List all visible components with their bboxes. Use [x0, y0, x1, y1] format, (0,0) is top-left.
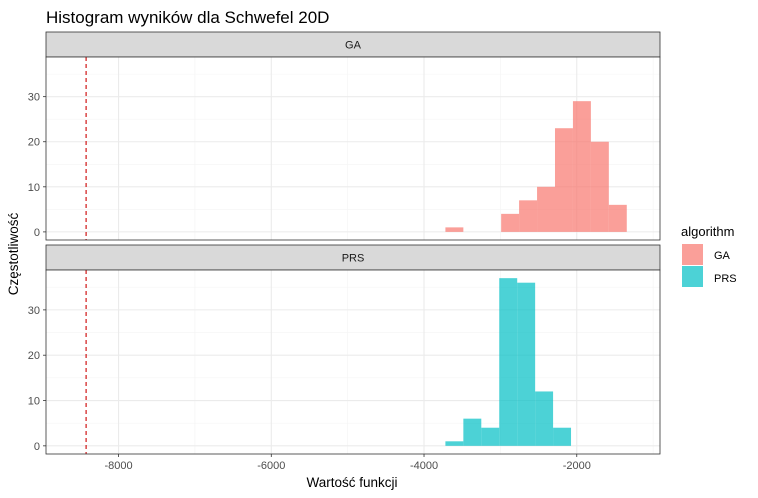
y-tick-label: 30	[28, 92, 40, 104]
histogram-bar-prs	[445, 441, 464, 446]
x-tick-label: -2000	[563, 460, 591, 472]
panel-border-ga	[45, 56, 661, 241]
panel-ga: GA 0 10 20 30	[28, 31, 661, 241]
strip-label-ga: GA	[345, 40, 362, 52]
y-axis-title: Częstotliwość	[6, 212, 21, 295]
x-axis: -8000 -6000 -4000 -2000	[104, 454, 591, 472]
histogram-bar-ga	[572, 101, 591, 232]
y-tick-label: 20	[28, 137, 40, 149]
y-tick-label: 30	[28, 305, 40, 317]
histogram-bar-prs	[481, 427, 500, 446]
histogram-bar-prs	[463, 418, 482, 446]
x-tick-label: -8000	[104, 460, 132, 472]
y-tick-label: 0	[34, 227, 40, 239]
strip-ga	[45, 31, 661, 58]
legend: algorithm GA PRS	[681, 224, 737, 287]
histogram-bar-ga	[554, 128, 573, 232]
facet-panels: GA 0 10 20 30 PRS 0 10 20 30	[28, 31, 661, 455]
histogram-bar-prs	[499, 278, 518, 446]
strip-prs	[45, 244, 661, 271]
histogram-bar-ga	[608, 204, 627, 232]
plot-area-prs	[46, 270, 660, 454]
histogram-bar-prs	[553, 427, 572, 446]
chart-title: Histogram wyników dla Schwefel 20D	[46, 8, 329, 27]
histogram-bar-ga	[445, 227, 464, 232]
y-tick-label: 20	[28, 350, 40, 362]
histogram-bar-ga	[501, 213, 520, 232]
histogram-bar-prs	[517, 282, 536, 446]
histogram-bar-ga	[519, 200, 538, 232]
panel-prs: PRS 0 10 20 30	[28, 244, 661, 455]
y-tick-label: 10	[28, 396, 40, 408]
legend-label-ga: GA	[714, 250, 731, 262]
x-tick-label: -4000	[410, 460, 438, 472]
histogram-bar-prs	[535, 391, 554, 446]
legend-label-prs: PRS	[714, 273, 737, 285]
y-tick-label: 10	[28, 182, 40, 194]
legend-key-ga	[682, 244, 703, 265]
x-axis-title: Wartość funkcji	[306, 475, 397, 490]
panel-border-prs	[45, 269, 661, 455]
strip-label-prs: PRS	[342, 253, 365, 265]
histogram-bar-ga	[537, 186, 555, 232]
x-tick-label: -6000	[257, 460, 285, 472]
y-tick-label: 0	[34, 441, 40, 453]
histogram-bar-ga	[590, 141, 609, 232]
legend-title: algorithm	[681, 224, 734, 239]
legend-key-prs	[682, 266, 703, 287]
